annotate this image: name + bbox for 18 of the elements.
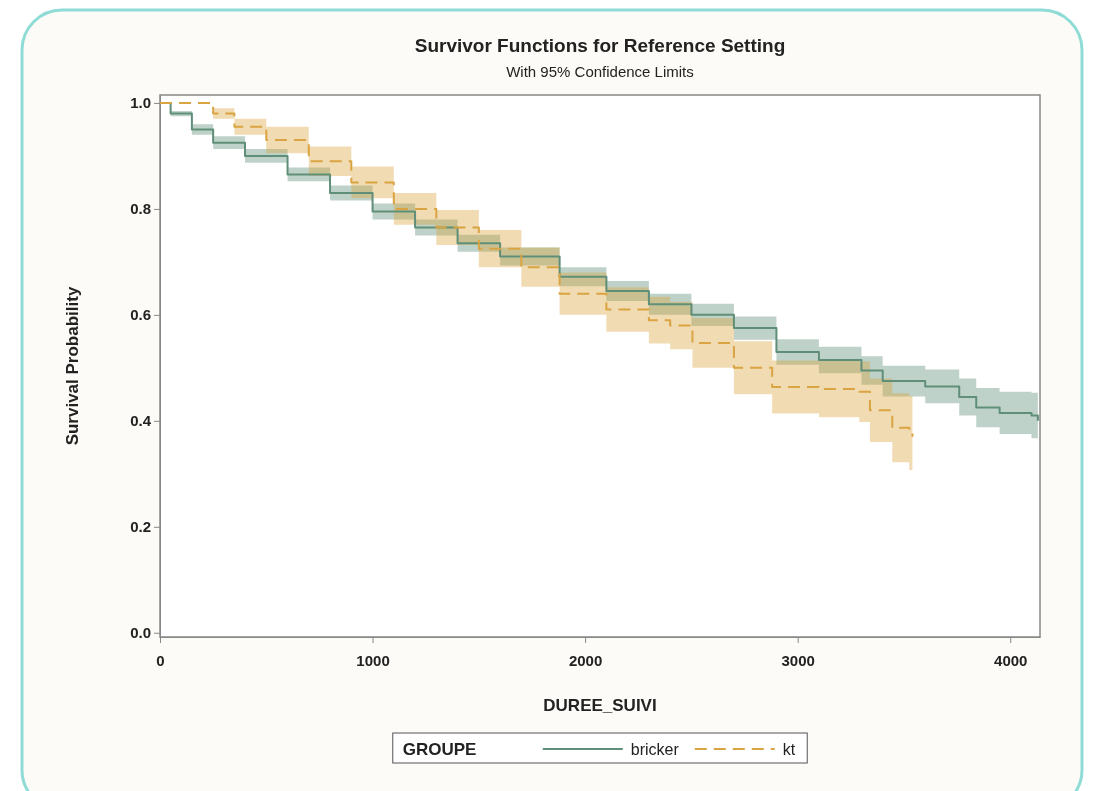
x-tick-label: 2000 (568, 651, 603, 669)
x-axis-title: DUREE_SUIVI (543, 696, 657, 715)
y-tick-label: 0.0 (130, 624, 151, 642)
y-tick-label: 0.4 (130, 412, 152, 430)
chart-subtitle: With 95% Confidence Limits (506, 63, 694, 80)
y-axis-title: Survival Probability (63, 286, 82, 446)
y-tick-label: 0.2 (130, 518, 151, 536)
x-tick-label: 1000 (356, 651, 390, 669)
legend-label: kt (782, 741, 796, 758)
x-tick-label: 3000 (781, 651, 815, 669)
legend-title: GROUPE (402, 740, 477, 759)
y-tick-label: 1.0 (130, 94, 151, 112)
legend-label: bricker (630, 741, 680, 758)
x-tick-label: 0 (156, 651, 165, 669)
y-tick-label: 0.8 (130, 200, 151, 218)
chart-title: Survivor Functions for Reference Setting (414, 35, 786, 56)
y-tick-label: 0.6 (130, 306, 151, 324)
x-tick-label: 4000 (994, 651, 1028, 669)
